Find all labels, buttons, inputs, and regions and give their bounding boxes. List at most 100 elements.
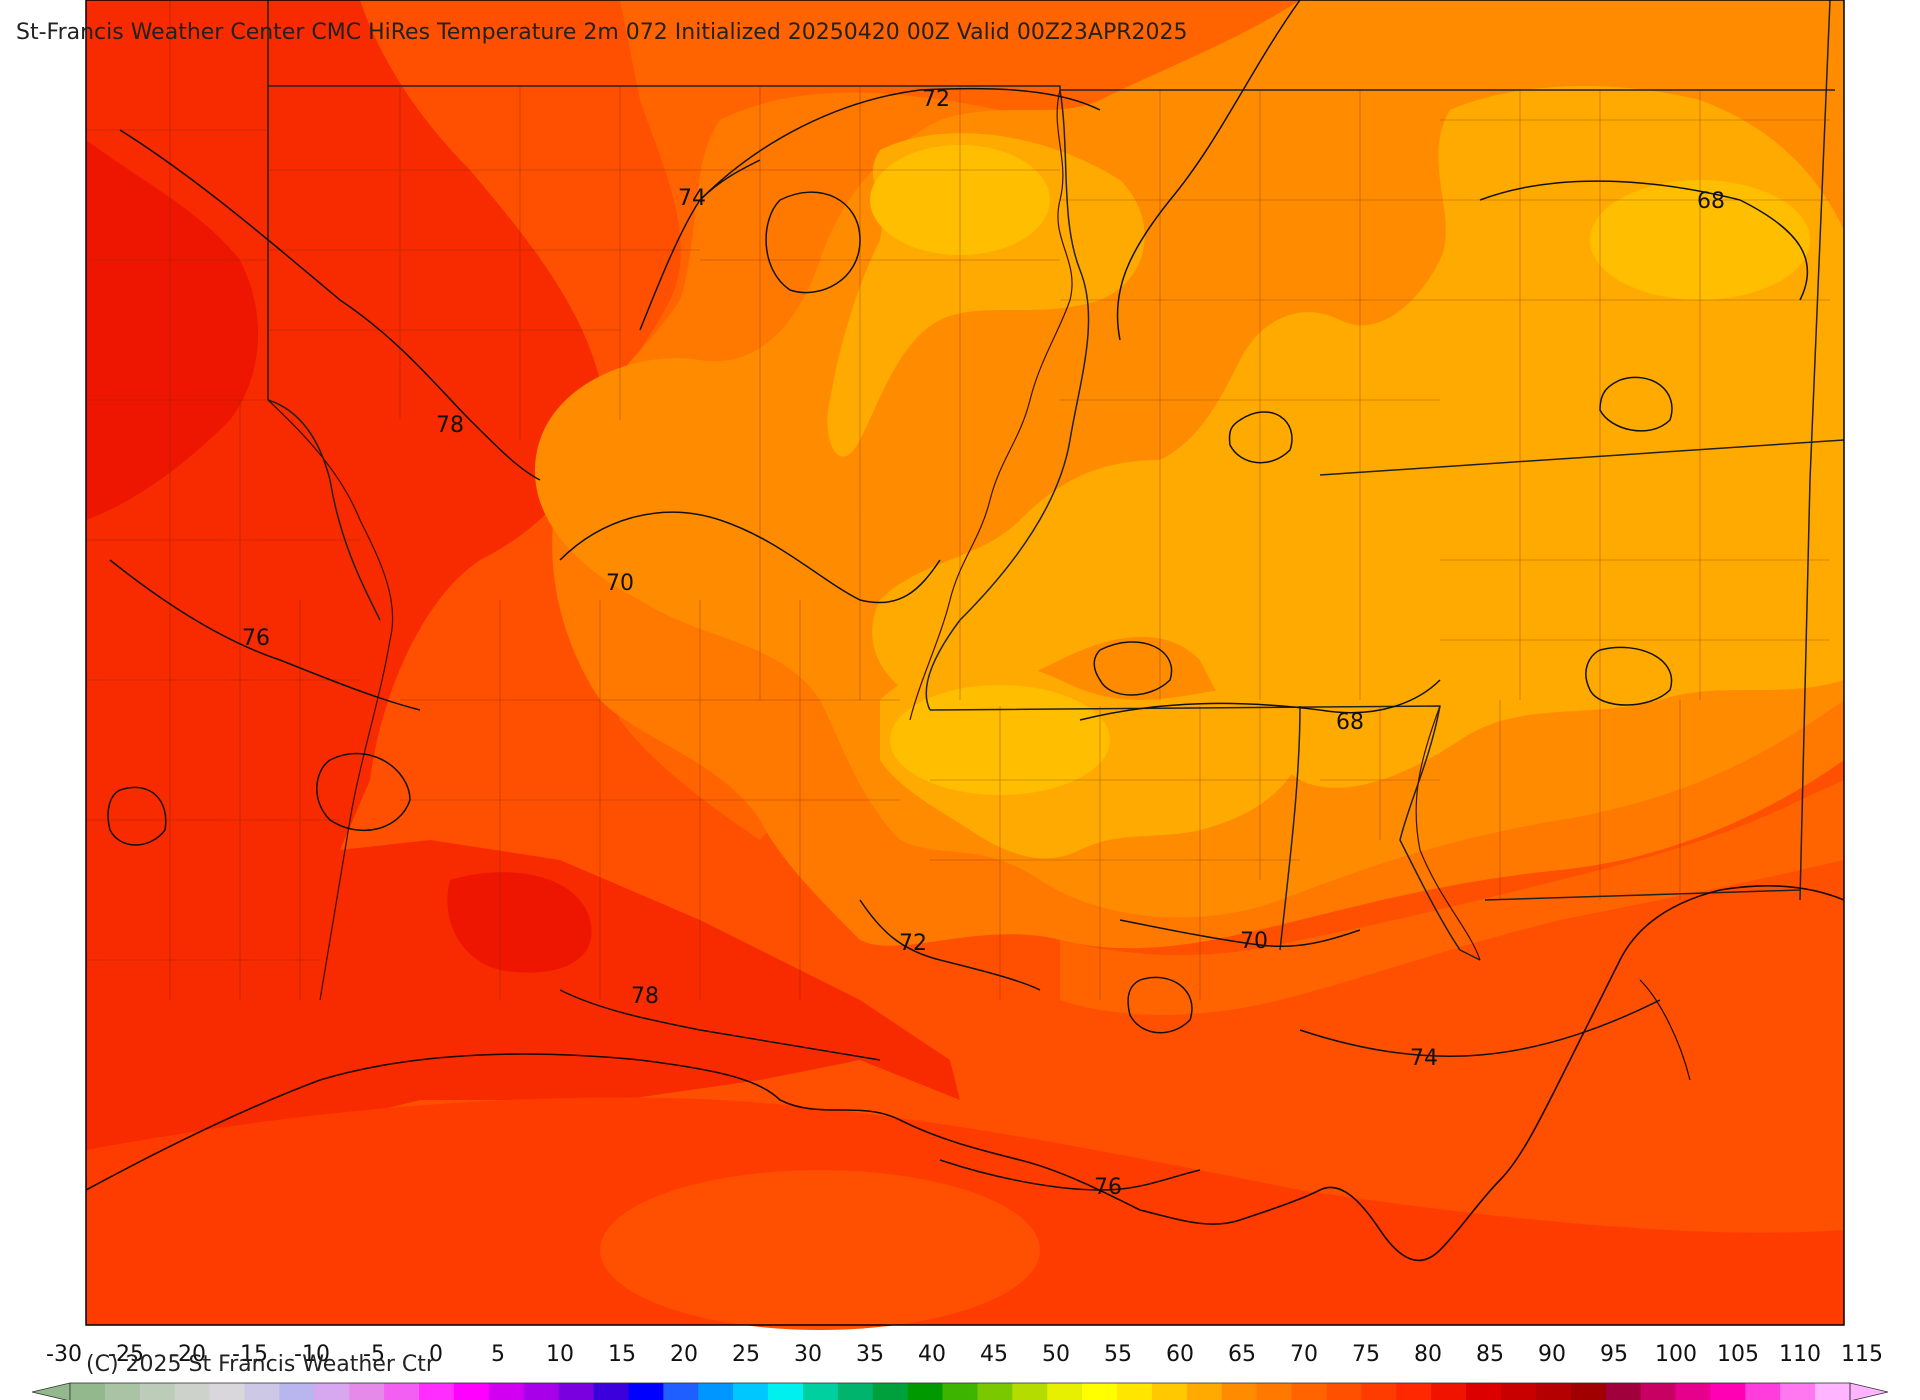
contour-label-68-central: 68 xyxy=(1336,710,1364,735)
colorbar-swatch xyxy=(139,1383,176,1400)
contour-labels: 72 74 68 78 70 76 68 72 70 78 74 76 xyxy=(242,87,1725,1200)
colorbar-tick-label: 105 xyxy=(1717,1342,1759,1367)
river-east xyxy=(1415,705,1481,961)
colorbar-tick-label: 20 xyxy=(670,1342,698,1367)
state-boundary-mississippi xyxy=(925,89,1090,711)
colorbar-swatch xyxy=(1535,1383,1572,1400)
colorbar-swatch xyxy=(802,1383,839,1400)
colorbar-tick-label: -5 xyxy=(363,1342,385,1367)
isotherm-ring-central-north xyxy=(765,191,861,294)
isotherm-72-north xyxy=(699,87,1101,201)
colorbar-swatch xyxy=(837,1383,874,1400)
isotherm-ring-west-a xyxy=(316,752,411,832)
colorbar-tick-label: 80 xyxy=(1414,1342,1442,1367)
colorbar-swatch xyxy=(768,1383,804,1400)
colorbar-swatch xyxy=(1396,1383,1432,1400)
isotherm-76-gulf xyxy=(939,1159,1201,1191)
colorbar-tick-label: 10 xyxy=(546,1342,574,1367)
colorbar-swatch xyxy=(104,1383,141,1400)
state-boundary-oklahoma-south xyxy=(267,399,381,621)
isotherm-ring-east-a xyxy=(1585,646,1673,706)
colorbar-tick-label: 35 xyxy=(856,1342,884,1367)
colorbar-swatch xyxy=(1431,1383,1467,1400)
colorbar-swatch xyxy=(1605,1383,1642,1400)
colorbar-tick-label: 25 xyxy=(732,1342,760,1367)
colorbar-swatch xyxy=(1361,1383,1397,1400)
colorbar-tick-label: 95 xyxy=(1600,1342,1628,1367)
contour-label-76-west: 76 xyxy=(242,626,270,651)
state-boundary-north xyxy=(268,85,1835,91)
colorbar-swatch xyxy=(419,1383,455,1400)
colorbar-swatch xyxy=(1151,1383,1188,1400)
state-boundary-alabama xyxy=(1279,705,1301,951)
contour-label-76-gulf: 76 xyxy=(1094,1175,1122,1200)
colorbar-tick-label: 5 xyxy=(491,1342,505,1367)
colorbar-swatch xyxy=(1675,1383,1711,1400)
colorbar-tick-label: 50 xyxy=(1042,1342,1070,1367)
isotherm-72-south xyxy=(859,899,1041,991)
colorbar-swatch xyxy=(1815,1383,1851,1400)
colorbar-swatch xyxy=(453,1383,490,1400)
colorbar-swatch xyxy=(733,1383,769,1400)
temperature-band-82-south xyxy=(447,872,592,973)
colorbar-swatch xyxy=(1291,1383,1327,1400)
isotherm-68-northeast xyxy=(1479,180,1809,301)
colorbar-tick-label: 0 xyxy=(429,1342,443,1367)
colorbar-swatch xyxy=(1047,1383,1083,1400)
colorbar-swatch xyxy=(1466,1383,1502,1400)
colorbar-tick-label: 100 xyxy=(1655,1342,1697,1367)
colorbar-tick-label: -15 xyxy=(232,1342,268,1367)
river-mississippi xyxy=(909,89,1073,721)
temperature-band-82-west xyxy=(86,140,259,520)
contour-label-78-west: 78 xyxy=(436,413,464,438)
colorbar-tick-label: 60 xyxy=(1166,1342,1194,1367)
colorbar-tick-label: -30 xyxy=(46,1342,82,1367)
isotherm-78-west xyxy=(119,129,541,481)
colorbar-swatch xyxy=(1780,1383,1816,1400)
colorbar-tick-label: 40 xyxy=(918,1342,946,1367)
colorbar xyxy=(31,1382,1889,1400)
contour-label-78-south: 78 xyxy=(631,984,659,1009)
coastline xyxy=(85,885,1845,1262)
rivers xyxy=(267,89,1481,1001)
map-frame xyxy=(85,0,1845,1326)
state-boundary-east-horizontal xyxy=(1319,439,1845,476)
colorbar-swatch xyxy=(384,1383,420,1400)
colorbar-tick-label: 45 xyxy=(980,1342,1008,1367)
colorbar-swatch xyxy=(1640,1383,1676,1400)
isotherm-contours xyxy=(107,0,1809,1191)
colorbar-tick-label: -10 xyxy=(294,1342,330,1367)
contour-label-72-north: 72 xyxy=(922,87,950,112)
colorbar-swatch xyxy=(488,1383,525,1400)
copyright-text: (C) 2025 St Francis Weather Ctr xyxy=(86,1352,435,1377)
colorbar-swatch xyxy=(349,1383,385,1400)
colorbar-swatch xyxy=(1710,1383,1746,1400)
colorbar-swatch xyxy=(1570,1383,1607,1400)
colorbar-tick-label: 85 xyxy=(1476,1342,1504,1367)
colorbar-swatch xyxy=(872,1383,909,1400)
colorbar-swatch xyxy=(174,1383,211,1400)
isotherm-ring-central xyxy=(1093,641,1173,696)
isotherm-70-south xyxy=(1119,919,1361,948)
colorbar-swatch xyxy=(558,1383,595,1400)
state-boundaries xyxy=(267,0,1845,961)
colorbar-tick-label: 65 xyxy=(1228,1342,1256,1367)
colorbar-swatch xyxy=(1745,1383,1781,1400)
colorbar-swatch xyxy=(1326,1383,1362,1400)
contour-label-68-east: 68 xyxy=(1697,189,1725,214)
river-red xyxy=(267,399,394,1001)
colorbar-tick-label: -20 xyxy=(170,1342,206,1367)
contour-label-70-central: 70 xyxy=(606,571,634,596)
isotherm-70-east xyxy=(1116,0,1301,341)
colorbar-swatch xyxy=(1012,1383,1048,1400)
colorbar-swatch xyxy=(244,1383,280,1400)
colorbar-tick-label: 55 xyxy=(1104,1342,1132,1367)
state-boundary-southern xyxy=(1484,889,1801,901)
temperature-pocket-76-gulf xyxy=(600,1170,1040,1330)
colorbar-swatch xyxy=(698,1383,734,1400)
colorbar-swatch xyxy=(977,1383,1013,1400)
colorbar-swatch xyxy=(209,1383,246,1400)
colorbar-swatch xyxy=(628,1383,664,1400)
county-lines xyxy=(86,0,1830,1000)
